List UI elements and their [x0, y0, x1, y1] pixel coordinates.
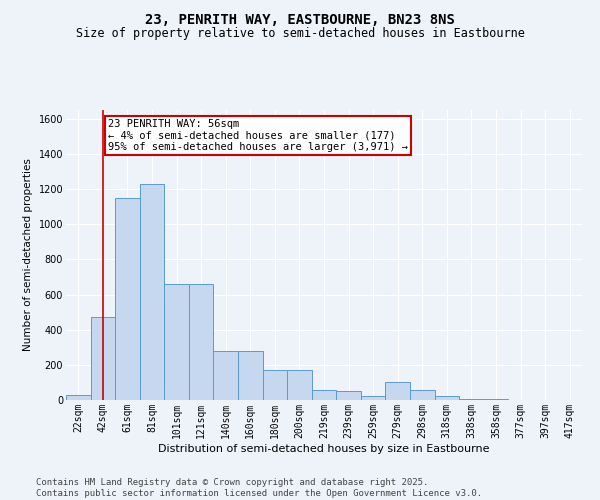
Bar — [484, 399, 508, 400]
Bar — [410, 390, 434, 400]
Bar — [361, 396, 385, 400]
Bar — [312, 390, 336, 400]
Text: Size of property relative to semi-detached houses in Eastbourne: Size of property relative to semi-detach… — [76, 28, 524, 40]
Bar — [263, 370, 287, 400]
Bar — [459, 399, 484, 400]
Bar — [238, 351, 263, 400]
Text: 23 PENRITH WAY: 56sqm
← 4% of semi-detached houses are smaller (177)
95% of semi: 23 PENRITH WAY: 56sqm ← 4% of semi-detac… — [108, 119, 408, 152]
Bar — [115, 198, 140, 400]
Bar — [164, 284, 189, 400]
X-axis label: Distribution of semi-detached houses by size in Eastbourne: Distribution of semi-detached houses by … — [158, 444, 490, 454]
Y-axis label: Number of semi-detached properties: Number of semi-detached properties — [23, 158, 33, 352]
Bar — [434, 396, 459, 400]
Bar — [287, 370, 312, 400]
Bar — [385, 382, 410, 400]
Bar — [140, 184, 164, 400]
Bar — [66, 394, 91, 400]
Bar — [214, 351, 238, 400]
Bar — [336, 391, 361, 400]
Bar — [189, 284, 214, 400]
Bar — [91, 318, 115, 400]
Text: 23, PENRITH WAY, EASTBOURNE, BN23 8NS: 23, PENRITH WAY, EASTBOURNE, BN23 8NS — [145, 12, 455, 26]
Text: Contains HM Land Registry data © Crown copyright and database right 2025.
Contai: Contains HM Land Registry data © Crown c… — [36, 478, 482, 498]
